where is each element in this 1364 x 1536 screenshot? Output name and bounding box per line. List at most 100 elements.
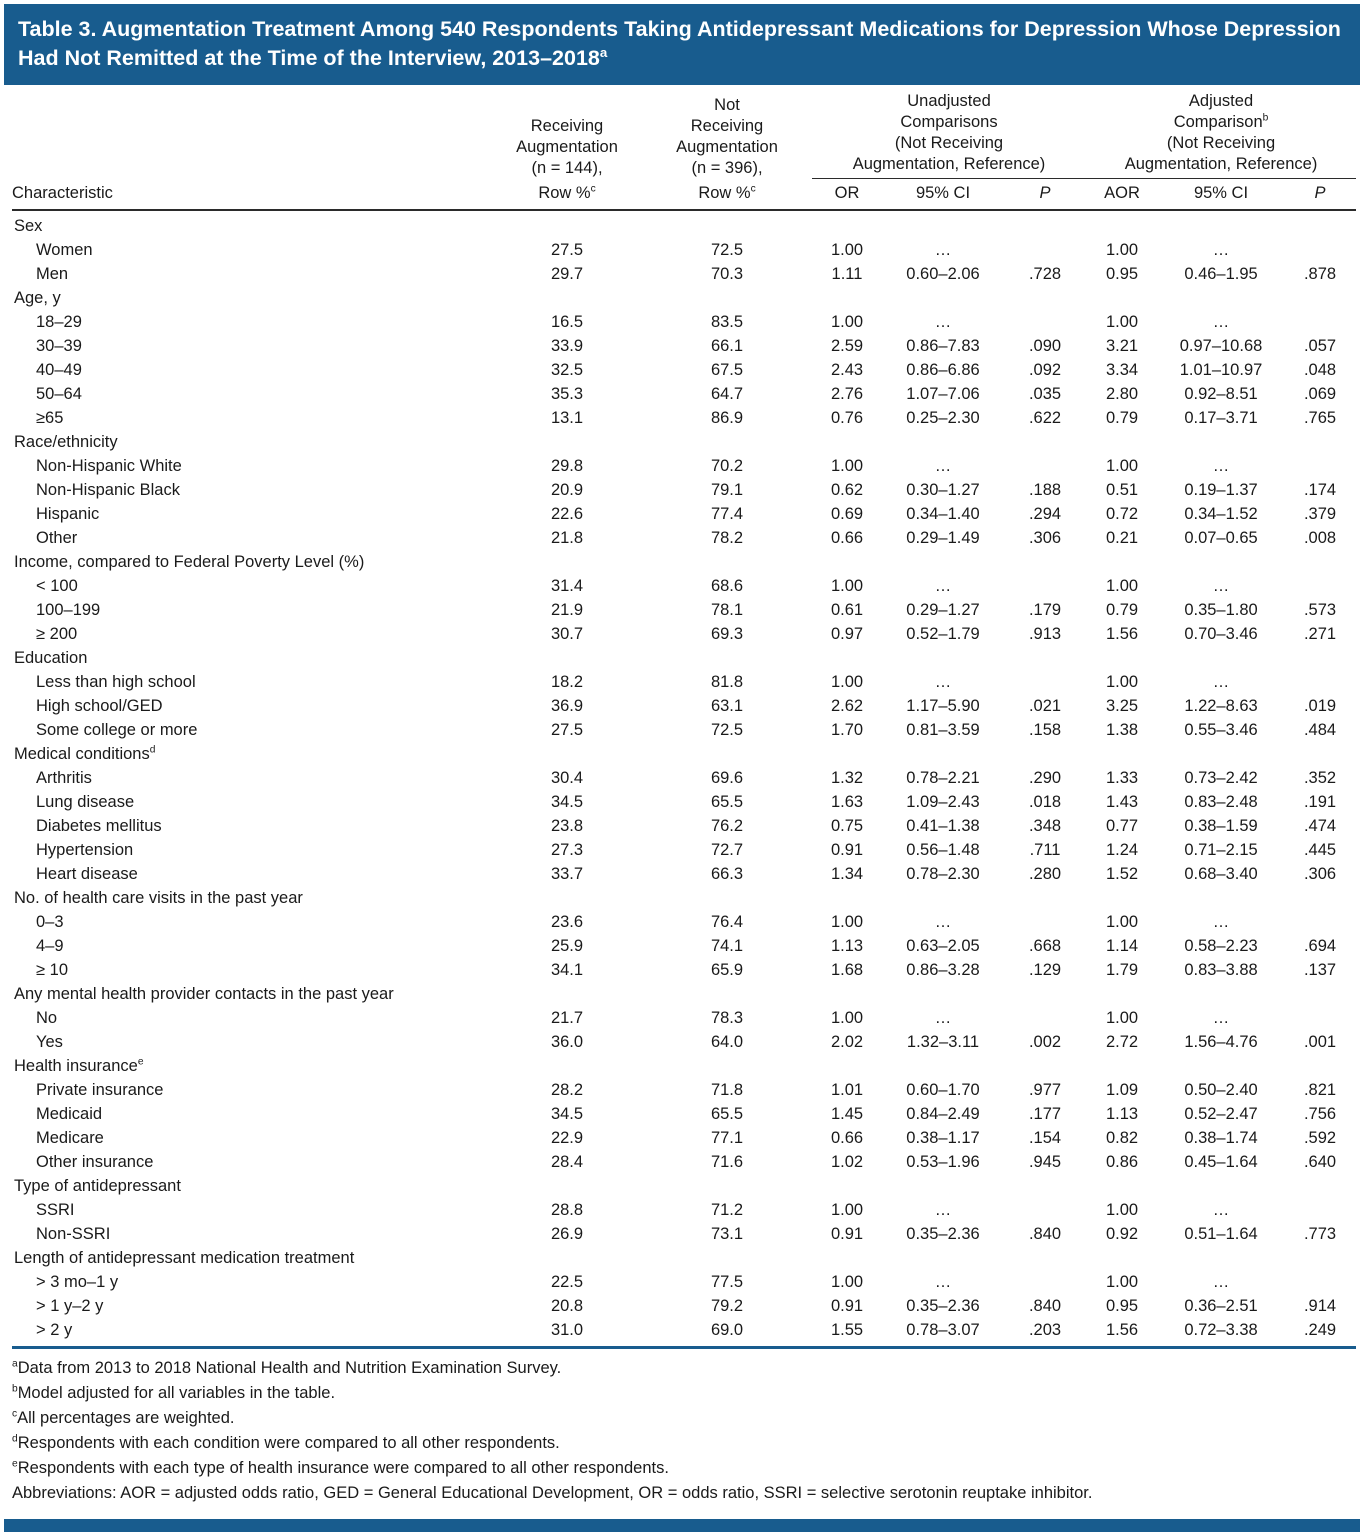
value-cell: .191 [1303, 793, 1337, 812]
table-row: Other 21.8 78.2 0.66 0.29–1.49 .306 0.21 0.07–0… [12, 526, 1356, 550]
value-cell: 31.4 [550, 577, 584, 596]
value-cell: … [934, 673, 952, 692]
value-cell: 1.68 [830, 961, 864, 980]
value-cell: 76.4 [710, 913, 744, 932]
value-cell: 0.75 [830, 817, 864, 836]
value-cell: 28.2 [550, 1081, 584, 1100]
value-cell [1284, 1270, 1356, 1294]
table-row: 30–39 33.9 66.1 2.59 0.86–7.83 .090 3.21 0.97–1… [12, 334, 1356, 358]
value-cell: 1.00 [1105, 673, 1139, 692]
value-cell: .445 [1303, 841, 1337, 860]
value-cell: … [1212, 673, 1230, 692]
row-label: > 1 y–2 y [36, 1297, 104, 1316]
value-cell: 0.86–7.83 [906, 337, 980, 356]
value-cell: .249 [1303, 1321, 1337, 1340]
value-cell: 0.38–1.59 [1184, 817, 1258, 836]
col-header-characteristic: Characteristic [12, 178, 492, 212]
value-cell: .018 [1028, 793, 1062, 812]
value-cell: 1.79 [1105, 961, 1139, 980]
table-row: High school/GED 36.9 63.1 2.62 1.17–5.90 .021… [12, 694, 1356, 718]
value-cell: … [934, 913, 952, 932]
value-cell: 0.83–3.88 [1184, 961, 1258, 980]
section-header-row: Race/ethnicity [12, 430, 1356, 454]
table-row: 4–9 25.9 74.1 1.13 0.63–2.05 .668 1.14 0.58–2.2… [12, 934, 1356, 958]
col-header-line: Augmentation [516, 137, 618, 156]
col-header-line: Augmentation, Reference) [852, 155, 1046, 174]
value-cell: 1.00 [1105, 241, 1139, 260]
col-header-line: Receiving [690, 116, 764, 135]
table-row: 50–64 35.3 64.7 2.76 1.07–7.06 .035 2.80 0.92–8… [12, 382, 1356, 406]
value-cell: 1.14 [1105, 937, 1139, 956]
value-cell: 1.00 [1105, 577, 1139, 596]
col-header-adjusted-comparison: Adjusted Comparisonb (Not Receiving Augment… [1086, 91, 1357, 180]
value-cell: 0.63–2.05 [906, 937, 980, 956]
section-label: No. of health care visits in the past ye… [14, 889, 303, 908]
row-label: ≥ 10 [36, 961, 68, 980]
value-cell: .840 [1028, 1297, 1062, 1316]
value-cell: .188 [1028, 481, 1062, 500]
value-cell: 36.9 [550, 697, 584, 716]
value-cell: 0.21 [1105, 529, 1139, 548]
value-cell: 1.63 [830, 793, 864, 812]
value-cell: 0.46–1.95 [1184, 265, 1258, 284]
value-cell: 65.5 [710, 1105, 744, 1124]
value-cell: 2.80 [1105, 385, 1139, 404]
value-cell: .592 [1303, 1129, 1337, 1148]
value-cell: .765 [1303, 409, 1337, 428]
col-header-line: Augmentation [676, 137, 778, 156]
value-cell: … [934, 457, 952, 476]
value-cell: 1.33 [1105, 769, 1139, 788]
value-cell: 0.91 [830, 1225, 864, 1244]
row-label: Other [36, 529, 78, 548]
col-header-line: (n = 144), [531, 158, 603, 177]
value-cell: 0.62 [830, 481, 864, 500]
value-cell: .878 [1303, 265, 1337, 284]
value-cell: .573 [1303, 601, 1337, 620]
table-row: Other insurance 28.4 71.6 1.02 0.53–1.96 .945… [12, 1150, 1356, 1174]
value-cell: .668 [1028, 937, 1062, 956]
value-cell: .019 [1303, 697, 1337, 716]
value-cell: 0.29–1.49 [906, 529, 980, 548]
row-label: Non-Hispanic White [36, 457, 182, 476]
value-cell: 0.97–10.68 [1179, 337, 1263, 356]
row-label: > 3 mo–1 y [36, 1273, 119, 1292]
value-cell: 2.62 [830, 697, 864, 716]
row-label: Hypertension [36, 841, 134, 860]
value-cell: 2.02 [830, 1033, 864, 1052]
value-cell: .158 [1028, 721, 1062, 740]
value-cell: 13.1 [550, 409, 584, 428]
value-cell: 0.58–2.23 [1184, 937, 1258, 956]
value-cell: 72.5 [710, 241, 744, 260]
section-header-row: Sex [12, 210, 1356, 238]
value-cell: 0.45–1.64 [1184, 1153, 1258, 1172]
table-row: > 3 mo–1 y 22.5 77.5 1.00… 1.00… [12, 1270, 1356, 1294]
value-cell: 0.78–2.21 [906, 769, 980, 788]
value-cell: … [934, 1201, 952, 1220]
value-cell: 0.73–2.42 [1184, 769, 1258, 788]
value-cell: 78.3 [710, 1009, 744, 1028]
table-row: Private insurance 28.2 71.8 1.01 0.60–1.70 .9… [12, 1078, 1356, 1102]
value-cell: 0.91 [830, 841, 864, 860]
value-cell: 0.72 [1105, 505, 1139, 524]
row-label: No [36, 1009, 58, 1028]
row-label: 4–9 [36, 937, 64, 956]
value-cell: 20.9 [550, 481, 584, 500]
value-cell: 1.00 [830, 1201, 864, 1220]
value-cell: 86.9 [710, 409, 744, 428]
row-label: 18–29 [36, 313, 82, 332]
value-cell: 0.55–3.46 [1184, 721, 1258, 740]
table-row: > 2 y 31.0 69.0 1.55 0.78–3.07 .203 1.56 0.72–3… [12, 1318, 1356, 1342]
footnote: cAll percentages are weighted. [12, 1408, 235, 1428]
section-header-row: Education [12, 646, 1356, 670]
value-cell: 1.00 [1105, 913, 1139, 932]
footnotes-block: aData from 2013 to 2018 National Health … [12, 1346, 1356, 1506]
value-cell: 2.59 [830, 337, 864, 356]
table-row: > 1 y–2 y 20.8 79.2 0.91 0.35–2.36 .840 0.95 0.… [12, 1294, 1356, 1318]
value-cell: .290 [1028, 769, 1062, 788]
value-cell: .306 [1303, 865, 1337, 884]
value-cell: 0.66 [830, 1129, 864, 1148]
value-cell: 69.3 [710, 625, 744, 644]
value-cell: 2.43 [830, 361, 864, 380]
value-cell: 67.5 [710, 361, 744, 380]
